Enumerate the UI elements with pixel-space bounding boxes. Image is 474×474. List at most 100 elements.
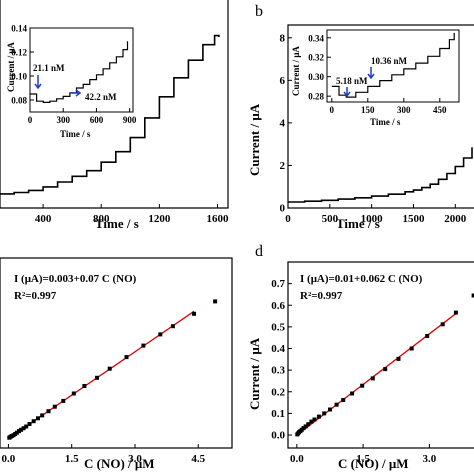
- panel-a-x-tick-label: 1600: [206, 213, 229, 225]
- panel-b-x-tick-label: 1000: [361, 213, 384, 225]
- panel-d-y-tick-label: 0.3: [271, 365, 285, 377]
- panel-d-data-point: [425, 334, 430, 338]
- panel-b-inset-series-line: [331, 32, 455, 98]
- panel-b-inset-x-label: Time / s: [370, 117, 401, 127]
- panel-a-inset-series-line: [30, 41, 129, 104]
- panel-a-axes-frame: [0, 0, 229, 209]
- panel-b-inset-arrow-1: [343, 87, 351, 98]
- panel-b-x-tick-label: 1500: [402, 213, 425, 225]
- panel-b-inset-annotation-2: 10.36 nM: [371, 56, 408, 66]
- panel-d-r2: R²=0.997: [300, 290, 343, 302]
- panel-a-inset-y-ticks: 0.08 0.10 0.12 0.14: [11, 24, 34, 106]
- panel-c-data-point: [21, 426, 26, 431]
- panel-d-data-point: [322, 411, 327, 416]
- panel-c-data-point: [170, 324, 175, 329]
- panel-d-data-point: [360, 383, 365, 388]
- panel-d: d 0.0 0.1 0.2 0.3 0.4 0.5 0.6 0.7 0.0 1.5 3.0 Cur…: [247, 243, 474, 471]
- panel-b-x-axis-label: Time / s: [336, 216, 380, 231]
- panel-c-data-point: [213, 299, 218, 304]
- panel-d-data-point: [334, 402, 339, 407]
- panel-b-y-tick-label: 8: [280, 32, 286, 44]
- panel-a-inset-y-tick-label: 0.10: [11, 72, 27, 82]
- panel-a-inset-y-tick-label: 0.14: [11, 24, 27, 34]
- panel-b-axes-frame: [287, 24, 474, 209]
- panel-b-inset-annotation-1: 5.18 nM: [336, 76, 368, 86]
- panel-b-inset-y-tick-label: 0.30: [308, 72, 324, 82]
- panel-b-inset-y-tick-label: 0.32: [308, 53, 324, 63]
- panel-c-data-point: [19, 427, 24, 432]
- panel-d-y-tick-label: 0.2: [271, 386, 285, 398]
- panel-b-x-ticks: 0 500 1000 1500 2000: [285, 204, 467, 225]
- panel-a-x-ticks: 400 800 1200 1600: [35, 204, 229, 225]
- panel-c-x-tick-label: 0.0: [2, 453, 16, 465]
- panel-c-x-tick-label: 1.5: [65, 453, 79, 465]
- panel-d-y-tick-label: 0.4: [271, 343, 285, 355]
- panel-c-axes-frame: [0, 257, 233, 449]
- panel-b-inset-y-tick-label: 0.34: [308, 33, 324, 43]
- panel-a-inset: 0.08 0.10 0.12 0.14 0 300 600 900 Current / μA…: [6, 24, 137, 140]
- panel-a: 400 800 1200 1600 Time / s 0.08 0.10 0.12 0.14…: [0, 0, 229, 231]
- panel-a-x-axis-label: Time / s: [95, 216, 139, 231]
- panel-b-inset-x-tick-label: 0: [330, 105, 335, 115]
- panel-c-data-point: [31, 419, 36, 424]
- panel-a-x-tick-label: 400: [35, 213, 52, 225]
- panel-d-y-tick-label: 0.7: [271, 278, 285, 290]
- panel-a-inset-y-tick-label: 0.12: [11, 48, 27, 58]
- panel-b-inset-x-tick-label: 150: [361, 105, 375, 115]
- panel-c-data-point: [95, 375, 99, 380]
- panel-c-data-point: [46, 409, 51, 414]
- panel-a-inset-x-ticks: 0 300 600 900: [28, 108, 137, 125]
- panel-c-x-tick-label: 4.5: [191, 453, 205, 465]
- panel-c-data-point: [14, 430, 19, 435]
- panel-c-r2: R²=0.997: [14, 290, 57, 302]
- panel-b-x-tick-label: 500: [322, 213, 339, 225]
- panel-a-inset-x-tick-label: 0: [28, 115, 33, 125]
- panel-b-label: b: [255, 3, 263, 20]
- panel-c-data-point: [71, 391, 76, 396]
- panel-a-inset-x-label: Time / s: [60, 129, 91, 139]
- panel-d-x-tick-label: 0.0: [290, 453, 304, 465]
- panel-a-series-line: [0, 34, 220, 195]
- panel-d-x-axis-label: C (NO) / μM: [338, 456, 409, 471]
- panel-c-data-point: [24, 424, 29, 429]
- panel-d-data-point: [383, 367, 388, 372]
- panel-d-axes-frame: [287, 261, 474, 449]
- panel-d-data-point: [301, 426, 306, 431]
- panel-a-inset-arrow-2: [70, 89, 82, 97]
- panel-d-x-tick-label: 1.5: [356, 453, 370, 465]
- panel-d-y-tick-label: 0.0: [271, 430, 285, 442]
- panel-d-y-ticks: 0.0 0.1 0.2 0.3 0.4 0.5 0.6 0.7: [271, 278, 292, 442]
- panel-c-data-point: [158, 332, 163, 337]
- panel-c-x-axis-label: C (NO) / μM: [84, 456, 155, 471]
- panel-b-inset-x-tick-label: 300: [397, 105, 411, 115]
- panel-c-data-point: [107, 366, 112, 371]
- panel-b-inset-frame: [326, 29, 460, 103]
- panel-d-data-point: [328, 407, 332, 412]
- panel-a-inset-annotation-1: 21.1 nM: [33, 63, 65, 73]
- panel-a-inset-arrow-1: [34, 75, 42, 90]
- panel-c-data-point: [124, 355, 129, 360]
- panel-c-data-point: [192, 311, 196, 316]
- panel-d-data-point: [453, 310, 458, 315]
- panel-c-data-point: [82, 384, 87, 388]
- panel-a-inset-y-label: Current / μA: [6, 42, 16, 92]
- panel-b-x-tick-label: 2000: [444, 213, 467, 225]
- panel-d-data-point: [309, 419, 314, 424]
- panel-c: 0.0 1.5 3.0 4.5 C (NO) / μM I (μA)=0.003+0.…: [0, 257, 233, 471]
- panel-d-y-tick-label: 0.1: [271, 408, 285, 420]
- panel-b-inset-y-tick-label: 0.28: [308, 92, 324, 102]
- panel-c-data-point: [40, 413, 45, 418]
- panel-c-data-point: [61, 398, 66, 403]
- panel-b-y-tick-label: 4: [280, 117, 286, 129]
- panel-b-y-tick-label: 2: [280, 160, 286, 172]
- panel-d-data-point: [312, 417, 317, 422]
- panel-c-x-tick-label: 3.0: [128, 453, 142, 465]
- panel-d-data-point: [350, 391, 355, 396]
- panel-a-inset-annotation-2: 42.2 nM: [85, 92, 117, 102]
- panel-b-y-axis-label: Current / μA: [247, 103, 262, 176]
- panel-d-points: [295, 293, 474, 437]
- panel-d-data-point: [341, 398, 346, 402]
- panel-b-inset-y-label: Current / μA: [291, 46, 301, 96]
